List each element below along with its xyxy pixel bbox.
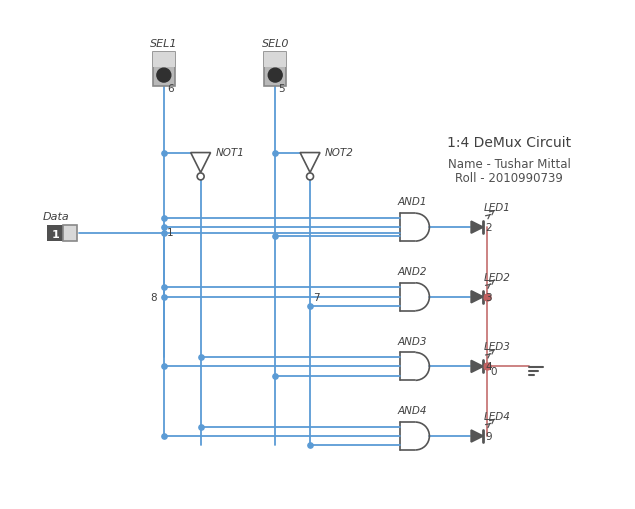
Text: 1: 1 — [51, 230, 59, 240]
Text: 0: 0 — [490, 366, 497, 377]
Text: 6: 6 — [167, 83, 173, 94]
Bar — [153, 53, 175, 87]
Text: SEL1: SEL1 — [150, 39, 178, 49]
Bar — [64, 225, 77, 242]
Text: LED2: LED2 — [484, 272, 511, 282]
Text: 7: 7 — [313, 292, 319, 302]
Text: AND1: AND1 — [398, 197, 427, 207]
Text: LED3: LED3 — [484, 342, 511, 352]
Bar — [264, 53, 286, 68]
Text: 2: 2 — [485, 223, 491, 233]
Text: AND2: AND2 — [398, 266, 427, 276]
Text: 5: 5 — [278, 83, 285, 94]
Circle shape — [197, 174, 204, 181]
Text: SEL0: SEL0 — [262, 39, 289, 49]
Text: LED4: LED4 — [484, 411, 511, 421]
Polygon shape — [300, 153, 320, 173]
Polygon shape — [471, 430, 483, 442]
Polygon shape — [471, 361, 483, 373]
Text: 4: 4 — [485, 362, 491, 372]
Text: 1:4 DeMux Circuit: 1:4 DeMux Circuit — [447, 135, 571, 149]
Text: Data: Data — [43, 212, 70, 222]
Text: NOT2: NOT2 — [325, 147, 354, 157]
Text: NOT1: NOT1 — [215, 147, 244, 157]
Polygon shape — [471, 291, 483, 303]
Circle shape — [307, 174, 314, 181]
Text: Name - Tushar Mittal: Name - Tushar Mittal — [448, 158, 570, 171]
Bar — [264, 53, 286, 87]
Polygon shape — [471, 222, 483, 234]
Circle shape — [268, 69, 282, 83]
Text: AND4: AND4 — [398, 405, 427, 415]
Text: Roll - 2010990739: Roll - 2010990739 — [455, 172, 563, 185]
Text: AND3: AND3 — [398, 336, 427, 346]
Text: LED1: LED1 — [484, 203, 511, 213]
Bar — [48, 225, 64, 242]
Text: 8: 8 — [150, 292, 157, 302]
Text: 3: 3 — [485, 292, 491, 302]
Circle shape — [157, 69, 171, 83]
Polygon shape — [190, 153, 211, 173]
Bar — [153, 53, 175, 68]
Text: 9: 9 — [485, 431, 491, 441]
Text: 1: 1 — [167, 228, 173, 238]
